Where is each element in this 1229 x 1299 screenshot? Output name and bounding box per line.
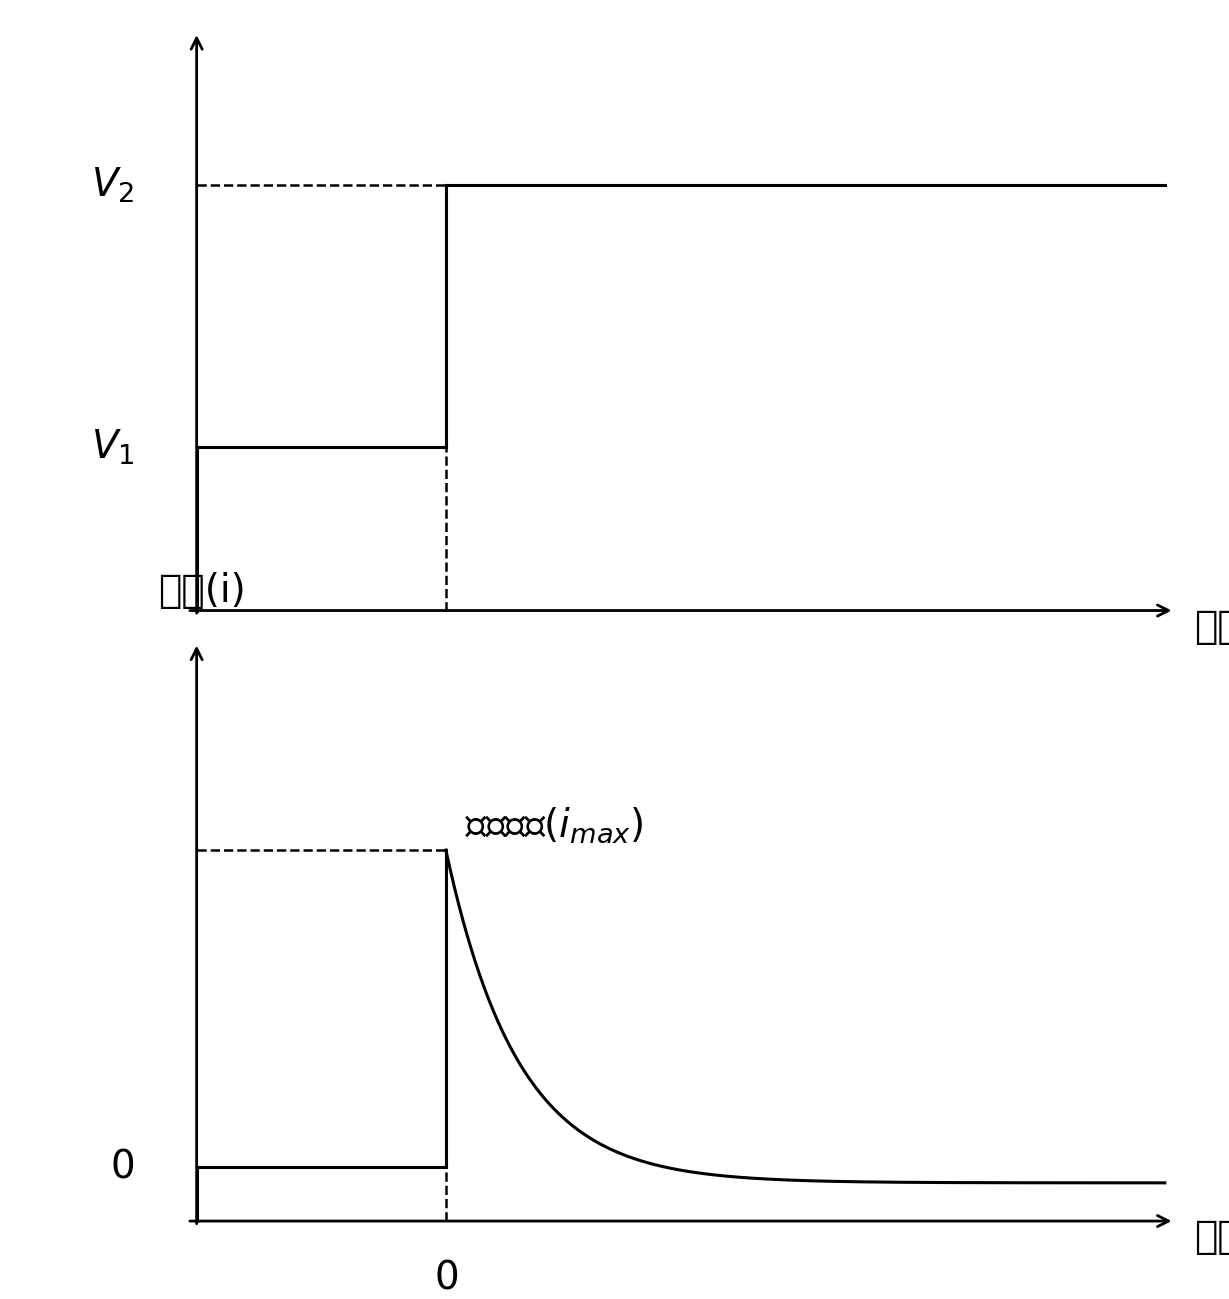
Text: 最大电流$(i_{max})$: 最大电流$(i_{max})$ <box>465 805 644 844</box>
Text: $0$: $0$ <box>111 1148 134 1185</box>
Text: $V_1$: $V_1$ <box>91 427 134 466</box>
Text: 时间(t): 时间(t) <box>1193 1218 1229 1256</box>
Text: 时间(t): 时间(t) <box>1193 608 1229 646</box>
Text: $0$: $0$ <box>434 1259 458 1296</box>
Text: 电流(i): 电流(i) <box>159 572 246 611</box>
Text: $V_2$: $V_2$ <box>91 165 134 205</box>
